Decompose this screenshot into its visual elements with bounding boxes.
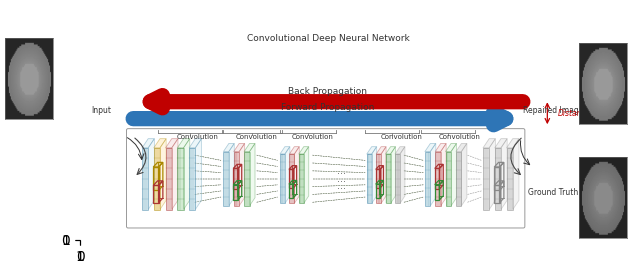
Polygon shape	[435, 143, 446, 151]
Polygon shape	[385, 154, 390, 203]
Polygon shape	[501, 139, 507, 210]
Polygon shape	[223, 143, 234, 151]
Polygon shape	[177, 148, 184, 210]
Polygon shape	[483, 139, 495, 148]
Text: Convolution: Convolution	[292, 134, 333, 140]
Polygon shape	[513, 139, 519, 210]
Text: Repaired Image: Repaired Image	[523, 106, 583, 114]
Text: ...: ...	[337, 174, 346, 184]
Polygon shape	[189, 148, 195, 210]
Polygon shape	[177, 139, 189, 148]
Polygon shape	[244, 151, 250, 206]
Polygon shape	[367, 147, 377, 154]
Polygon shape	[234, 151, 239, 206]
Polygon shape	[172, 139, 178, 210]
Polygon shape	[250, 143, 255, 206]
Text: Convolution: Convolution	[177, 134, 219, 140]
Polygon shape	[285, 147, 290, 203]
Text: Forward Propagation: Forward Propagation	[282, 103, 374, 113]
Polygon shape	[385, 147, 396, 154]
Polygon shape	[299, 147, 308, 154]
Text: Distance: Distance	[558, 109, 591, 118]
Polygon shape	[495, 148, 501, 210]
Text: Back Propagation: Back Propagation	[289, 87, 367, 96]
Text: Ground Truth: Ground Truth	[527, 188, 578, 197]
Polygon shape	[435, 151, 441, 206]
Text: Convolution: Convolution	[236, 134, 278, 140]
Polygon shape	[280, 154, 285, 203]
Polygon shape	[495, 139, 507, 148]
Polygon shape	[160, 139, 166, 210]
Polygon shape	[372, 147, 377, 203]
Text: ...: ...	[337, 166, 346, 176]
Polygon shape	[456, 151, 461, 206]
Polygon shape	[234, 143, 244, 151]
Polygon shape	[299, 154, 304, 203]
Polygon shape	[142, 148, 148, 210]
Polygon shape	[304, 147, 308, 203]
Polygon shape	[489, 139, 495, 210]
Polygon shape	[483, 148, 489, 210]
Polygon shape	[367, 154, 372, 203]
Polygon shape	[229, 143, 234, 206]
Polygon shape	[166, 148, 172, 210]
Polygon shape	[154, 139, 166, 148]
Text: ...: ...	[337, 181, 346, 191]
Polygon shape	[376, 147, 386, 154]
Polygon shape	[294, 147, 300, 203]
Polygon shape	[507, 148, 513, 210]
Polygon shape	[244, 143, 255, 151]
Polygon shape	[223, 151, 229, 206]
Polygon shape	[425, 151, 430, 206]
Polygon shape	[142, 139, 154, 148]
Polygon shape	[289, 154, 294, 203]
Polygon shape	[195, 139, 202, 210]
Polygon shape	[376, 154, 381, 203]
Polygon shape	[456, 143, 467, 151]
Text: Convolution: Convolution	[381, 134, 422, 140]
Polygon shape	[289, 147, 300, 154]
Polygon shape	[400, 147, 405, 203]
Polygon shape	[154, 148, 160, 210]
Polygon shape	[461, 143, 467, 206]
Polygon shape	[148, 139, 154, 210]
Polygon shape	[390, 147, 396, 203]
Polygon shape	[507, 139, 519, 148]
Polygon shape	[430, 143, 436, 206]
Polygon shape	[441, 143, 446, 206]
Polygon shape	[184, 139, 189, 210]
Polygon shape	[189, 139, 202, 148]
Polygon shape	[445, 143, 456, 151]
Text: Convolutional Deep Neural Network: Convolutional Deep Neural Network	[246, 34, 410, 43]
Polygon shape	[445, 151, 451, 206]
Polygon shape	[451, 143, 456, 206]
Polygon shape	[166, 139, 178, 148]
Text: Convolution: Convolution	[439, 134, 481, 140]
Polygon shape	[425, 143, 436, 151]
Polygon shape	[381, 147, 386, 203]
Text: Input: Input	[92, 106, 112, 114]
Polygon shape	[395, 154, 400, 203]
Polygon shape	[395, 147, 405, 154]
Polygon shape	[280, 147, 290, 154]
Polygon shape	[239, 143, 244, 206]
